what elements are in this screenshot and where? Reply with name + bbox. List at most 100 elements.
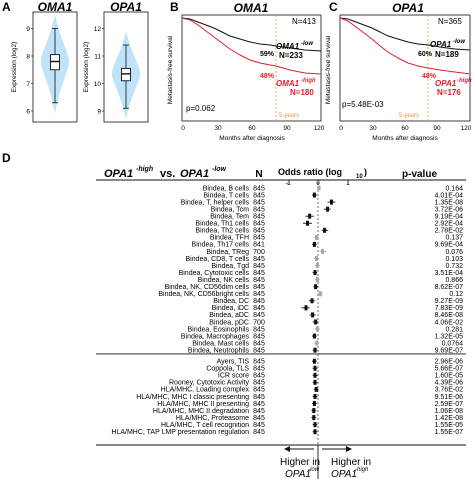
forest-row-n: 845 [253, 387, 265, 394]
forest-n-header: N [255, 169, 262, 180]
forest-estimate-marker [312, 415, 316, 421]
forest-estimate-marker [317, 185, 321, 191]
km-b-pct-high: 48% [260, 73, 275, 80]
km-b-high-n: N=180 [290, 88, 314, 97]
forest-estimate-marker [311, 312, 315, 318]
km-c-xlabel: Months after diagnosis [372, 135, 438, 142]
km-c-title: OPA1 [392, 1, 424, 15]
forest-row-pvalue: 4.39E-06 [435, 380, 464, 387]
forest-axis-tick-label: 0 [316, 181, 320, 187]
forest-row-pvalue: 3.51E-04 [435, 270, 464, 277]
forest-estimate-marker [313, 270, 317, 276]
forest-title-high-gene: OPA1 [104, 168, 133, 180]
forest-row-n: 700 [253, 319, 265, 326]
km-b-pvalue: p=0.062 [186, 104, 216, 113]
forest-row-pvalue: 2.78E-02 [435, 228, 464, 235]
km-b-title: OMA1 [234, 1, 269, 15]
km-c-ylabel: Metastasis-free survival [325, 35, 332, 104]
forest-row-n: 845 [253, 270, 265, 277]
forest-row-pvalue: 0.103 [445, 256, 463, 263]
forest-row-n: 845 [253, 326, 265, 333]
forest-row-pvalue: 1.60E-05 [435, 373, 464, 380]
forest-estimate-marker [304, 305, 308, 311]
forest-estimate-marker [313, 429, 317, 435]
forest-row-n: 845 [253, 373, 265, 380]
forest-row-n: 845 [253, 221, 265, 228]
forest-row-pvalue: 9.51E-06 [435, 394, 464, 401]
forest-title-high-sup: -high [136, 166, 153, 173]
forest-estimate-marker [313, 393, 317, 399]
forest-row-label: Bindea, Tem [210, 214, 249, 221]
km-c-high-n: N=176 [437, 88, 461, 97]
forest-row-pvalue: 0.0764 [442, 340, 464, 347]
km-c-low-sup: -low [453, 39, 465, 45]
forest-estimate-marker [315, 234, 318, 240]
km-b-xtick: 30 [214, 125, 222, 132]
forest-footer: Higher in OPA1 -low Higher in OPA1 -high [96, 444, 466, 479]
forest-row-label: Bindea, aDC [209, 312, 249, 319]
forest-row-label: Bindea, NK, CD56bright cells [158, 291, 249, 298]
forest-row-label: Bindea, Tcm [211, 206, 250, 213]
panel-b-label: B [170, 0, 179, 14]
violin-ytick-label: 8 [26, 53, 30, 60]
forest-row-n: 845 [253, 263, 265, 270]
forest-row-n: 845 [253, 394, 265, 401]
forest-row-label: Rooney, Cytotoxic Activity [169, 380, 250, 387]
forest-row-label: Bindea, Cytotoxic cells [179, 270, 250, 277]
forest-estimate-marker [315, 263, 319, 269]
forest-p-header: p-value [402, 169, 437, 180]
arrow-right-sup: -high [355, 467, 369, 473]
arrow-left-gene: OPA1 [285, 469, 311, 479]
forest-row-n: 845 [253, 401, 265, 408]
forest-row-n: 700 [253, 249, 265, 256]
forest-row-n: 845 [253, 415, 265, 422]
forest-header: OPA1 -high vs. OPA1 -low N Odds ratio (l… [96, 166, 466, 181]
forest-estimate-marker [315, 340, 319, 346]
arrow-right-gene: OPA1 [331, 469, 357, 479]
arrow-left-label: Higher in [280, 457, 320, 468]
forest-row-pvalue: 0.137 [445, 235, 463, 242]
km-c-frame [339, 14, 471, 122]
forest-row-label: Bindea, NK, CD56dim cells [165, 284, 250, 291]
forest-row-pvalue: 5.66E-07 [435, 366, 464, 373]
forest-estimate-marker [315, 326, 319, 332]
forest-row-n: 845 [253, 228, 265, 235]
forest-row-pvalue: 7.83E-09 [435, 305, 464, 312]
forest-row-label: Bindea, Mast cells [192, 340, 249, 347]
forest-row-label: Bindea, TFH [210, 235, 249, 242]
forest-or-header: Odds ratio (log [278, 167, 342, 177]
km-b-ylabel: Metastasis-free survival [167, 35, 174, 104]
forest-title-low-gene: OPA1 [180, 168, 209, 180]
violin-frame [32, 11, 78, 123]
forest-row-label: Bindea, T cells [203, 192, 249, 199]
violin-title: OPA1 [110, 0, 142, 14]
forest-estimate-marker [313, 372, 317, 378]
violin-frame [103, 11, 149, 123]
forest-row-label: Bindea, T, helper cells [181, 199, 250, 206]
panel-d-label: D [2, 151, 11, 165]
forest-row-pvalue: 2.59E-07 [435, 401, 464, 408]
forest-row-pvalue: 3.72E-06 [435, 206, 464, 213]
forest-row-pvalue: 2.96E-06 [435, 359, 464, 366]
forest-estimate-marker [318, 291, 322, 297]
forest-estimate-marker [314, 319, 318, 325]
forest-row-label: Bindea, TReg [206, 249, 249, 256]
km-b-low-sup: -low [301, 41, 313, 47]
km-b-n: N=413 [292, 17, 316, 26]
km-c-high-sup: -high [457, 78, 472, 84]
forest-row-pvalue: 8.46E-08 [435, 312, 464, 319]
violin-ytick-label: 7 [26, 81, 30, 88]
km-b-xtick: 120 [314, 125, 325, 132]
violin-ylabel: Expression (log2) [11, 42, 18, 93]
arrow-right-label: Higher in [331, 457, 371, 468]
forest-row-pvalue: 9.69E-04 [435, 242, 464, 249]
forest-axis-tick-label: -1 [285, 181, 291, 187]
violin-ytick-label: 9 [97, 108, 101, 115]
forest-row-label: Ayers, TIS [217, 359, 250, 366]
km-b-low-n: N=233 [279, 51, 303, 60]
forest-row-pvalue: 1.06E-08 [435, 408, 464, 415]
forest-row-pvalue: 1.42E-08 [435, 415, 464, 422]
forest-row-label: Bindea, iDC [212, 305, 249, 312]
forest-row-label: Bindea, Macrophages [181, 333, 250, 340]
